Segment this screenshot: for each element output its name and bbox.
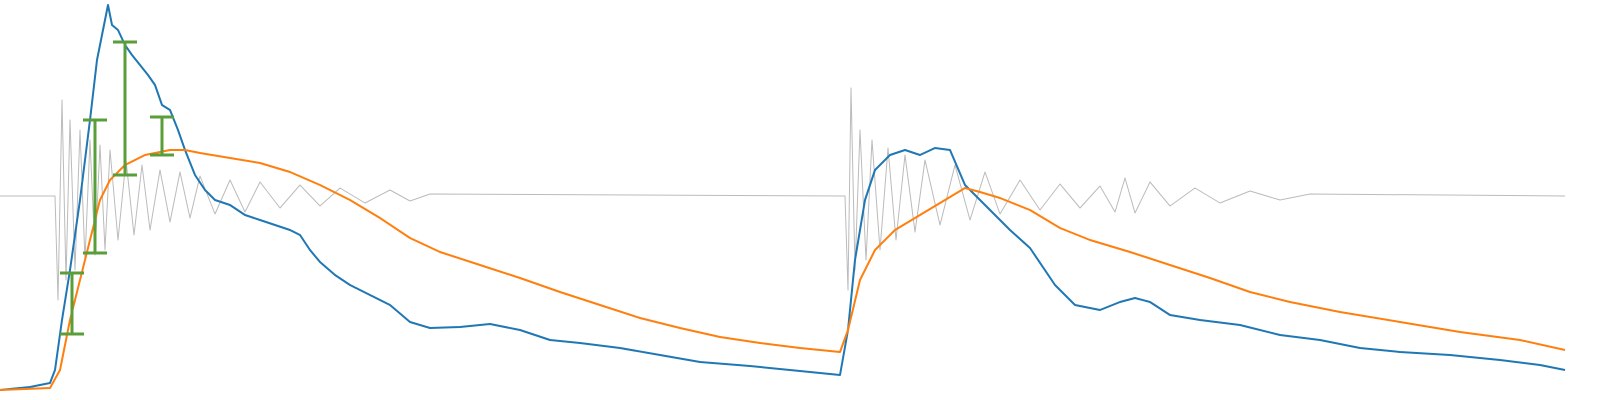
line bbox=[0, 87, 1566, 301]
line bbox=[0, 4, 1566, 391]
line bbox=[0, 149, 1566, 391]
